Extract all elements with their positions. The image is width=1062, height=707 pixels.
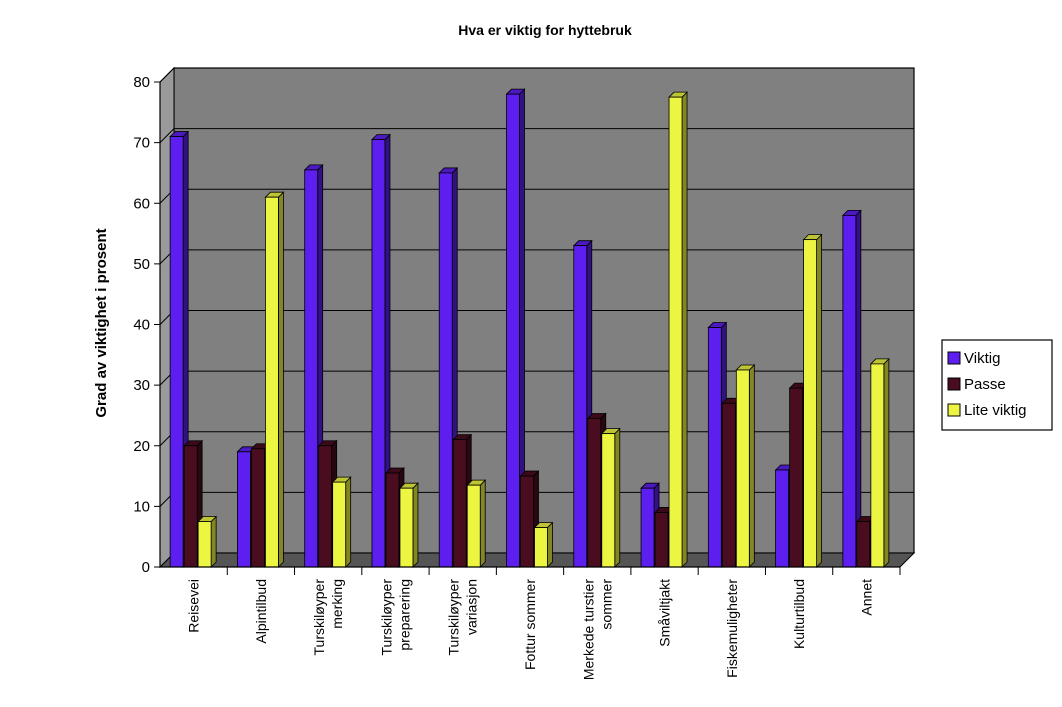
bar-passe [789,387,803,568]
x-tick-label: variasjon [464,579,480,635]
bar-side [855,209,862,568]
bar-viktig [237,451,251,568]
x-category-labels: Reisevei Alpintilbud Turskiløyper merking Tu… [186,579,875,680]
legend-label: Lite viktig [964,402,1027,419]
y-axis-label: Grad av viktighet i prosent [93,228,110,417]
bar-passe [520,475,534,568]
bar-passe [721,402,736,568]
legend-label: Passe [964,376,1006,393]
x-tick-label: Turskiløyper [311,579,327,656]
bar-lite-viktig [803,239,817,568]
chart-title: Hva er viktig for hyttebruk [458,22,632,38]
bar-passe [587,418,602,568]
bar-passe [654,512,669,568]
x-tick-label: Turskiløyper [378,579,394,656]
y-tick-label: 60 [133,195,150,212]
bar-lite-viktig [601,433,616,568]
bar-lite-viktig [332,481,347,568]
legend-swatch [947,403,961,417]
bar-viktig [169,136,184,568]
bar-side [210,515,217,568]
bar-passe [251,448,265,568]
bar-passe [452,439,467,568]
y-tick-label: 50 [133,256,150,273]
bar-lite-viktig [197,521,212,568]
x-tick-label: sommer [598,579,614,630]
x-tick-label: Alpintilbud [253,579,269,644]
legend-swatch [947,377,961,391]
legend-label: Viktig [964,350,1000,367]
y-tick-label: 0 [142,559,150,576]
gridline-diag [159,128,175,143]
bar-lite-viktig [265,196,279,568]
x-tick-label: Turskiløyper [446,579,462,656]
legend: Viktig Passe Lite viktig [941,339,1053,431]
bar-viktig [842,214,857,568]
bar-viktig [707,327,722,568]
x-tick-label: merking [329,579,345,629]
bar-lite-viktig [534,527,548,568]
y-tick-label: 10 [133,498,150,515]
bar-passe [385,472,400,568]
y-tick-labels: 0 10 20 30 40 50 60 70 80 [133,74,150,576]
bars [169,88,890,568]
y-tick-label: 70 [133,135,150,152]
x-tick-label: Fiskemuligheter [724,579,740,678]
x-tick-label: Merkede turstier [580,579,596,680]
bar-lite-viktig [870,363,885,568]
bar-side [278,191,284,568]
bar-lite-viktig [466,484,481,568]
bar-passe [856,521,871,568]
x-tick-label: Reisevei [186,579,202,633]
x-tick-label: Kulturtilbud [791,579,807,649]
bar-side [479,479,486,568]
x-tick-label: Småviltjakt [657,579,673,647]
gridline-diag [159,67,175,83]
bar-side [547,521,553,568]
bar-lite-viktig [668,96,683,568]
bar-side [345,476,352,568]
bar-side [412,482,419,568]
y-tick-label: 40 [133,317,150,334]
x-tick-label: Annet [858,579,874,616]
bar-lite-viktig [399,487,414,568]
y-tick-label: 30 [133,377,150,394]
bar-side [816,233,822,568]
bar-side [681,91,688,568]
axes [154,81,901,575]
y-tick-label: 20 [133,438,150,455]
bar-lite-viktig [735,369,750,568]
bar-side [883,357,890,568]
bar-viktig [573,245,588,568]
bar-side [614,427,621,568]
x-tick-label: Fottur sommer [522,579,538,670]
bar-passe [318,445,333,568]
bar-viktig [438,172,453,568]
bar-viktig [371,139,386,568]
bar-viktig [304,169,319,568]
bar-passe [183,445,198,568]
legend-swatch [947,351,961,365]
bar-viktig [640,487,655,568]
x-tick-label: preparering [396,579,412,651]
bar-viktig [506,93,520,568]
bar-viktig [775,469,789,568]
bar-side [748,364,755,568]
y-tick-label: 80 [133,74,150,91]
